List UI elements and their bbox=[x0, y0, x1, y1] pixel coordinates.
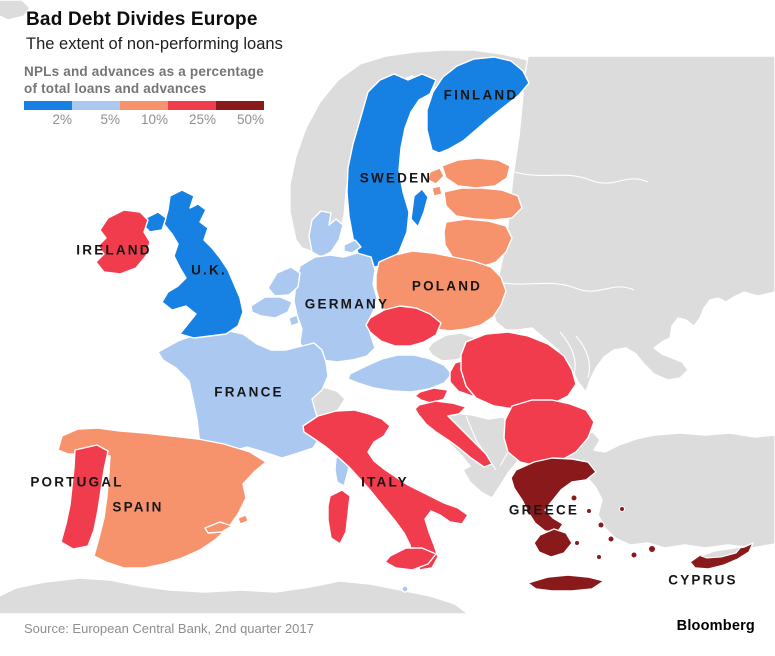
country-iceland-fragment bbox=[0, 0, 31, 21]
country-bulgaria bbox=[503, 399, 595, 467]
legend-tick-10%: 10% bbox=[140, 112, 168, 127]
country-czech-republic bbox=[365, 305, 442, 347]
legend-tick-labels: 2% 5% 10% 25% 50% bbox=[24, 112, 264, 127]
internal-border-moldova bbox=[559, 331, 591, 379]
country-denmark-islands bbox=[343, 239, 362, 254]
legend-tick-50%: 50% bbox=[236, 112, 264, 127]
legend-swatch-5% bbox=[72, 101, 120, 110]
country-latvia bbox=[443, 187, 523, 221]
country-sweden bbox=[346, 73, 437, 269]
legend: NPLs and advances as a percentage of tot… bbox=[24, 64, 264, 127]
country-gotland bbox=[410, 188, 429, 228]
country-crete bbox=[527, 574, 605, 592]
country-sicily bbox=[384, 547, 437, 571]
country-peloponnese bbox=[533, 528, 573, 558]
country-lithuania bbox=[443, 218, 513, 268]
country-turkey bbox=[557, 431, 775, 549]
legend-color-bar bbox=[24, 101, 264, 110]
legend-tick-25%: 25% bbox=[188, 112, 216, 127]
legend-swatch-2% bbox=[24, 101, 72, 110]
country-netherlands bbox=[267, 266, 301, 297]
internal-border-belarus-ukraine bbox=[497, 281, 635, 292]
country-luxembourg bbox=[288, 314, 300, 327]
country-uk bbox=[161, 189, 244, 339]
country-ireland bbox=[95, 209, 151, 275]
legend-caption-line2: of total loans and advances bbox=[24, 80, 207, 96]
page-title: Bad Debt Divides Europe bbox=[26, 9, 258, 30]
bloomberg-logo: Bloomberg bbox=[676, 618, 755, 634]
country-italy bbox=[302, 409, 469, 571]
country-croatia bbox=[414, 400, 493, 468]
legend-swatch-50% bbox=[216, 101, 264, 110]
country-balearic-islands bbox=[204, 514, 249, 534]
internal-border-russia-belarus bbox=[513, 171, 649, 184]
source-note: Source: European Central Bank, 2nd quart… bbox=[24, 621, 314, 636]
country-finland bbox=[426, 56, 530, 154]
legend-swatch-10% bbox=[120, 101, 168, 110]
legend-caption-line1: NPLs and advances as a percentage bbox=[24, 64, 264, 79]
country-aegean-islands bbox=[570, 494, 656, 560]
country-germany bbox=[293, 252, 378, 363]
legend-swatch-25% bbox=[168, 101, 216, 110]
legend-tick-2%: 2% bbox=[52, 112, 72, 127]
country-cyprus-north bbox=[700, 546, 742, 559]
country-austria bbox=[347, 354, 453, 393]
header: Bad Debt Divides Europe The extent of no… bbox=[26, 9, 283, 54]
country-sardinia bbox=[327, 489, 351, 545]
country-portugal bbox=[60, 444, 109, 550]
legend-tick-5%: 5% bbox=[100, 112, 120, 127]
country-greece bbox=[510, 457, 597, 534]
page-subtitle: The extent of non-performing loans bbox=[26, 35, 283, 53]
country-romania bbox=[460, 331, 577, 410]
country-malta bbox=[401, 585, 409, 593]
country-estonia-islands bbox=[427, 167, 445, 197]
country-north-africa bbox=[0, 577, 469, 615]
country-belgium bbox=[250, 296, 293, 319]
country-estonia bbox=[441, 157, 511, 189]
country-denmark bbox=[308, 210, 344, 258]
